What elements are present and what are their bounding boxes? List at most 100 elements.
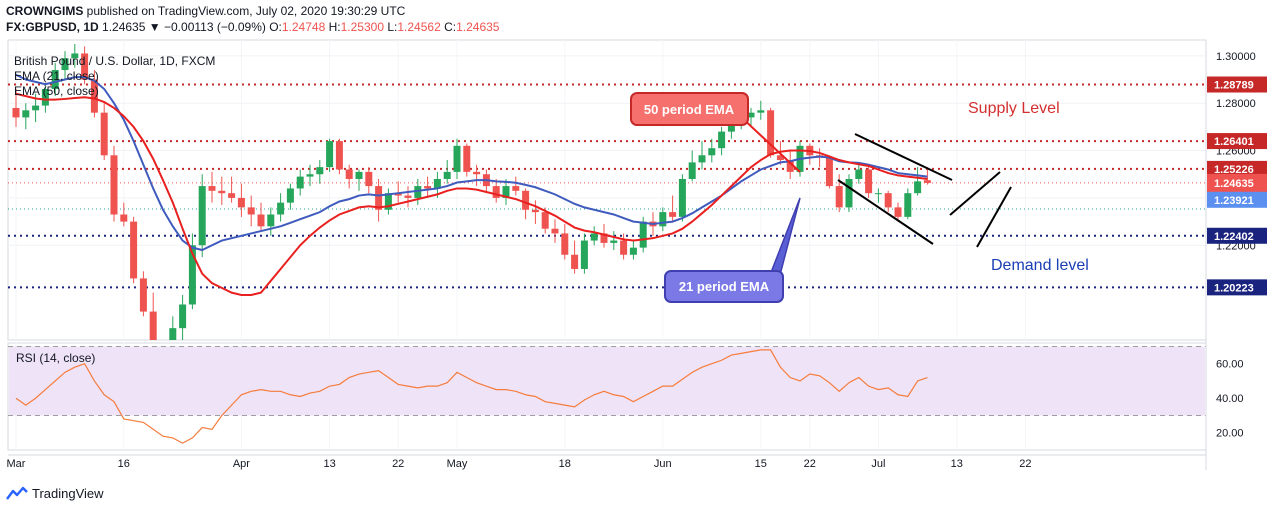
candle-up: [443, 171, 451, 179]
open-value: 1.24748: [281, 20, 326, 34]
candle-down: [865, 169, 873, 194]
time-tick-label: 22: [392, 458, 404, 470]
candle-down: [120, 214, 128, 222]
supply-level-label: Supply Level: [968, 100, 1060, 117]
legend-ema50[interactable]: EMA (50, close): [14, 84, 99, 98]
price-level-label: 1.28789: [1214, 80, 1254, 92]
candle-down: [923, 180, 931, 183]
demand-level-label: Demand level: [991, 257, 1089, 274]
candle-up: [874, 193, 882, 195]
candle-down: [571, 254, 579, 269]
candle-down: [669, 212, 677, 217]
candle-up: [747, 112, 755, 118]
time-tick-label: 16: [118, 458, 130, 470]
candle-up: [502, 186, 510, 198]
ema50-callout-pointer: [739, 115, 801, 173]
ema50-callout-box: [630, 92, 749, 126]
candle-up: [904, 193, 912, 217]
price-level-tag: [1207, 133, 1267, 150]
symbol-label: FX:GBPUSD, 1D: [6, 20, 99, 34]
candle-up: [688, 162, 696, 179]
candle-up: [326, 141, 334, 168]
candle-down: [237, 197, 245, 208]
candle-down: [894, 207, 902, 217]
wedge-upper-line: [854, 133, 953, 181]
candle-down: [492, 186, 500, 198]
flag-lower-line: [976, 186, 1012, 248]
close-value: 1.24635: [456, 20, 500, 34]
candle-up: [678, 178, 686, 217]
candle-down: [81, 53, 89, 80]
candle-up: [914, 181, 922, 194]
candle-up: [718, 131, 726, 149]
candle-down: [257, 214, 265, 227]
candle-up: [41, 88, 49, 106]
candle-up: [384, 193, 392, 210]
price-level-tag: [1207, 279, 1267, 296]
candle-down: [825, 157, 833, 187]
candle-up: [188, 245, 196, 305]
time-tick-label: 13: [323, 458, 335, 470]
down-arrow-icon: ▼: [148, 20, 161, 34]
rsi-band: [9, 346, 1205, 416]
rsi-tick-label: 60.00: [1216, 359, 1244, 371]
time-tick-label: Apr: [233, 458, 250, 470]
candle-up: [580, 240, 588, 269]
high-value: 1.25300: [340, 20, 384, 34]
candle-up: [277, 202, 285, 215]
candle-down: [228, 193, 236, 198]
rsi-line: [15, 349, 928, 444]
rsi-tick-label: 40.00: [1216, 393, 1244, 405]
footer-brand[interactable]: TradingView: [32, 485, 104, 501]
footer: TradingView: [6, 485, 104, 501]
candle-up: [32, 105, 40, 111]
publisher-name[interactable]: CROWNGIMS: [6, 4, 84, 18]
candle-up: [61, 58, 69, 71]
candle-down: [130, 221, 138, 279]
price-level-tag: [1207, 76, 1267, 93]
price-tick-label: 1.30000: [1216, 51, 1256, 63]
candle-down: [404, 195, 412, 198]
flag-upper-line: [949, 171, 1001, 216]
candle-up: [414, 186, 422, 198]
time-tick-label: Jun: [654, 458, 672, 470]
ema21-price-label: 1.23921: [1214, 195, 1254, 207]
candle-up: [296, 176, 304, 189]
low-value: 1.24562: [397, 20, 441, 34]
candle-up: [169, 328, 177, 340]
candle-up: [286, 188, 294, 203]
candle-down: [767, 110, 775, 156]
candle-down: [473, 171, 481, 175]
candle-down: [522, 190, 530, 210]
candle-down: [208, 186, 216, 191]
rsi-legend[interactable]: RSI (14, close): [16, 351, 96, 365]
candle-down: [531, 209, 539, 213]
chart-legend: British Pound / U.S. Dollar, 1D, FXCM EM…: [14, 54, 215, 99]
candle-down: [335, 141, 343, 170]
candle-up: [708, 148, 716, 156]
candle-up: [433, 178, 441, 189]
candle-down: [149, 311, 157, 340]
candle-down: [139, 278, 147, 312]
candle-up: [316, 167, 324, 175]
rsi-tick-label: 20.00: [1216, 428, 1244, 440]
candle-up: [51, 70, 59, 89]
candle-down: [247, 207, 255, 215]
candle-down: [365, 171, 373, 187]
legend-title: British Pound / U.S. Dollar, 1D, FXCM: [14, 54, 216, 68]
wedge-lower-line: [837, 179, 934, 245]
time-tick-label: Jul: [871, 458, 885, 470]
candle-down: [786, 160, 794, 172]
ema21-line: [15, 73, 928, 252]
price-level-label: 1.22402: [1214, 231, 1254, 243]
candle-up: [659, 212, 667, 227]
candle-down: [394, 193, 402, 196]
last-price: 1.24635: [102, 20, 146, 34]
ema50-line: [15, 92, 928, 297]
candle-down: [884, 193, 892, 208]
published-text: published on TradingView.com, July 02, 2…: [86, 4, 406, 18]
legend-ema21[interactable]: EMA (21, close): [14, 69, 99, 83]
price-level-tag: [1207, 160, 1267, 177]
candle-down: [776, 155, 784, 161]
